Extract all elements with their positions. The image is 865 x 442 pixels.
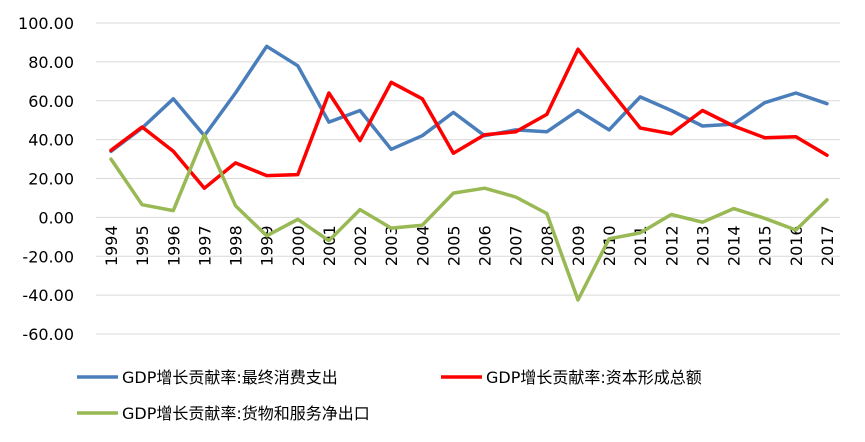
y-axis-tick-labels: -60.00 -40.00 -20.00 0.00 20.00 40.00 60.00 80.… bbox=[18, 14, 74, 344]
x-tick-label: 2010 bbox=[600, 225, 619, 266]
x-tick-label: 2013 bbox=[693, 225, 712, 266]
x-tick-label: 2015 bbox=[756, 225, 775, 266]
legend-label: GDP增长贡献率:货物和服务净出口 bbox=[122, 404, 370, 423]
x-tick-label: 2009 bbox=[569, 225, 588, 266]
x-tick-label: 1996 bbox=[164, 225, 183, 266]
x-tick-label: 2008 bbox=[538, 225, 557, 266]
y-tick-label: 20.00 bbox=[28, 170, 74, 189]
legend-item-2: GDP增长贡献率:资本形成总额 bbox=[441, 368, 702, 387]
x-tick-label: 2000 bbox=[289, 225, 308, 266]
x-tick-label: 1994 bbox=[102, 225, 121, 266]
y-tick-label: 60.00 bbox=[28, 92, 74, 111]
x-tick-label: 2005 bbox=[444, 225, 463, 266]
x-tick-label: 2012 bbox=[662, 225, 681, 266]
x-tick-label: 1998 bbox=[227, 225, 246, 266]
x-tick-label: 2011 bbox=[631, 225, 650, 266]
x-tick-label: 2017 bbox=[818, 225, 837, 266]
x-tick-label: 2002 bbox=[351, 225, 370, 266]
gridlines bbox=[96, 22, 840, 335]
y-tick-label: -40.00 bbox=[22, 286, 74, 305]
x-tick-label: 2016 bbox=[787, 225, 806, 266]
series-lines bbox=[109, 44, 829, 302]
legend-label: GDP增长贡献率:最终消费支出 bbox=[122, 368, 338, 387]
x-axis-tick-labels: 1994 1995 1996 1997 1998 1999 2000 2001 2002 2003… bbox=[102, 225, 837, 266]
y-tick-label: -60.00 bbox=[22, 325, 74, 344]
legend-label: GDP增长贡献率:资本形成总额 bbox=[486, 368, 702, 387]
x-tick-label: 1997 bbox=[195, 225, 214, 266]
legend-item-3: GDP增长贡献率:货物和服务净出口 bbox=[77, 404, 370, 423]
x-tick-label: 2004 bbox=[413, 225, 432, 266]
y-tick-label: -20.00 bbox=[22, 247, 74, 266]
y-tick-label: 80.00 bbox=[28, 53, 74, 72]
x-tick-label: 2006 bbox=[476, 225, 495, 266]
series-line-3 bbox=[109, 133, 829, 302]
x-tick-label: 2007 bbox=[507, 225, 526, 266]
x-tick-label: 2003 bbox=[382, 225, 401, 266]
y-tick-label: 0.00 bbox=[38, 208, 74, 227]
series-line-1 bbox=[109, 44, 829, 154]
legend: GDP增长贡献率:最终消费支出 GDP增长贡献率:资本形成总额 GDP增长贡献率:货… bbox=[77, 368, 702, 423]
legend-item-1: GDP增长贡献率:最终消费支出 bbox=[77, 368, 338, 387]
x-tick-label: 1995 bbox=[133, 225, 152, 266]
x-tick-label: 1999 bbox=[258, 225, 277, 266]
y-tick-label: 40.00 bbox=[28, 131, 74, 150]
x-tick-label: 2014 bbox=[725, 225, 744, 266]
y-tick-label: 100.00 bbox=[18, 14, 74, 33]
series-line-2 bbox=[109, 47, 829, 190]
